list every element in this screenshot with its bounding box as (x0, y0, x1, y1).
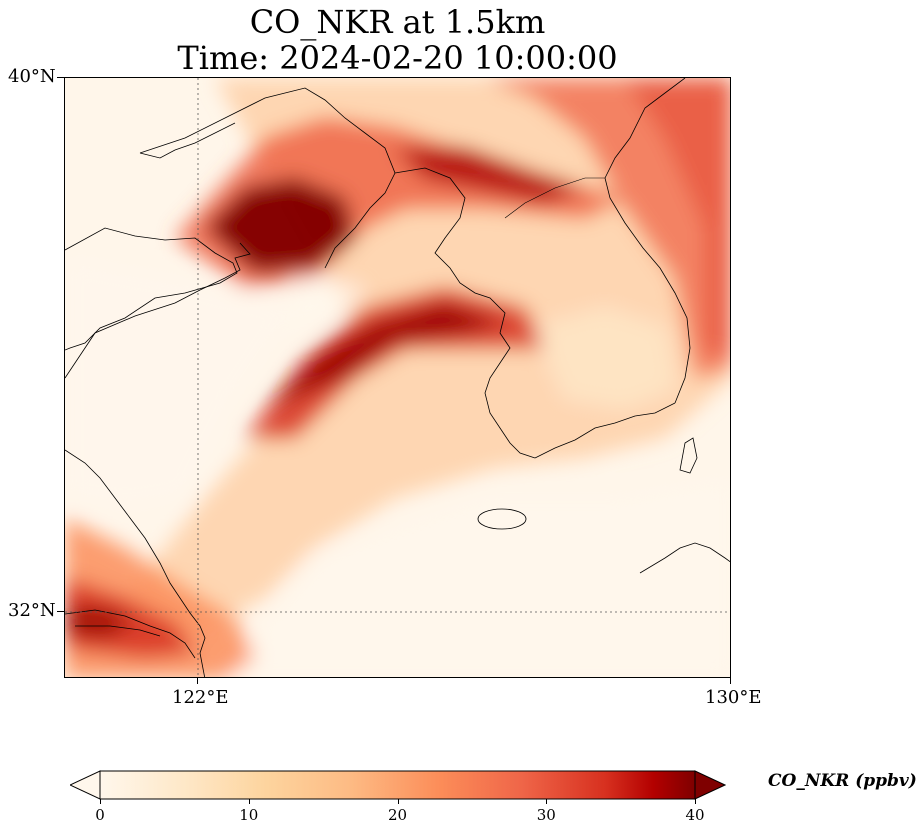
coastline (65, 78, 730, 677)
colorbar-tick-mark (397, 799, 399, 804)
co-plume-region (65, 258, 295, 508)
colorbar-gradient (99, 770, 696, 800)
gridlines (65, 78, 730, 677)
liaodong-west-coast (139, 122, 236, 159)
co-plume-region (395, 148, 585, 203)
colorbar-tick-label: 30 (536, 806, 556, 824)
shandong-coast (65, 242, 251, 379)
lat-tick-32n: 32°N (8, 600, 56, 621)
lon-tick-122e: 122°E (172, 687, 229, 708)
china-east-coast (65, 449, 206, 677)
lat-tick-40n-mark (57, 77, 64, 78)
map-time-subtitle: Time: 2024-02-20 10:00:00 (177, 39, 618, 77)
lat-tick-32n-mark (57, 611, 64, 612)
korea-east-coast (604, 78, 691, 404)
lon-tick-122e-mark (197, 678, 198, 684)
co-plume-region (65, 608, 135, 638)
colorbar-extend-low (68, 770, 101, 800)
co-plume-region (535, 308, 675, 408)
tsushima-island (679, 437, 698, 474)
china-bohai-coast (65, 227, 238, 351)
colorbar-tick-mark (248, 799, 250, 804)
colorbar-tick-label: 10 (239, 806, 259, 824)
liaodong-coast (139, 87, 396, 269)
co-plume-region (125, 78, 730, 638)
colorbar-tick-label: 0 (95, 806, 105, 824)
korea-west-coast (394, 167, 536, 459)
colorbar-tick-label: 40 (685, 806, 705, 824)
colorbar-tick-label: 20 (387, 806, 408, 824)
co-plume-region (485, 78, 730, 378)
co-plume-region (205, 178, 355, 273)
co-plume-region (285, 278, 365, 338)
kyushu-fragment (639, 542, 730, 574)
jeju-island (477, 508, 527, 530)
korea-border (504, 177, 605, 219)
lon-tick-130e-mark (730, 678, 731, 684)
lat-tick-40n: 40°N (8, 66, 56, 87)
yangtze-estuary (65, 609, 196, 659)
co-plume-region (265, 303, 505, 408)
co-plume-region (625, 78, 730, 358)
lon-tick-130e: 130°E (705, 687, 762, 708)
colorbar-tick-mark (546, 799, 548, 804)
colorbar-extend-high (694, 770, 727, 800)
concentration-map[interactable] (64, 77, 731, 678)
korea-south-coast (534, 402, 676, 459)
colorbar (68, 770, 727, 800)
co-plume-region (226, 478, 730, 677)
co-concentration-field (65, 78, 730, 677)
colorbar-label: CO_NKR (ppbv) (768, 771, 917, 791)
map-title: CO_NKR at 1.5km (249, 3, 546, 41)
colorbar-tick-mark (100, 799, 101, 804)
colorbar-tick-mark (695, 799, 696, 804)
